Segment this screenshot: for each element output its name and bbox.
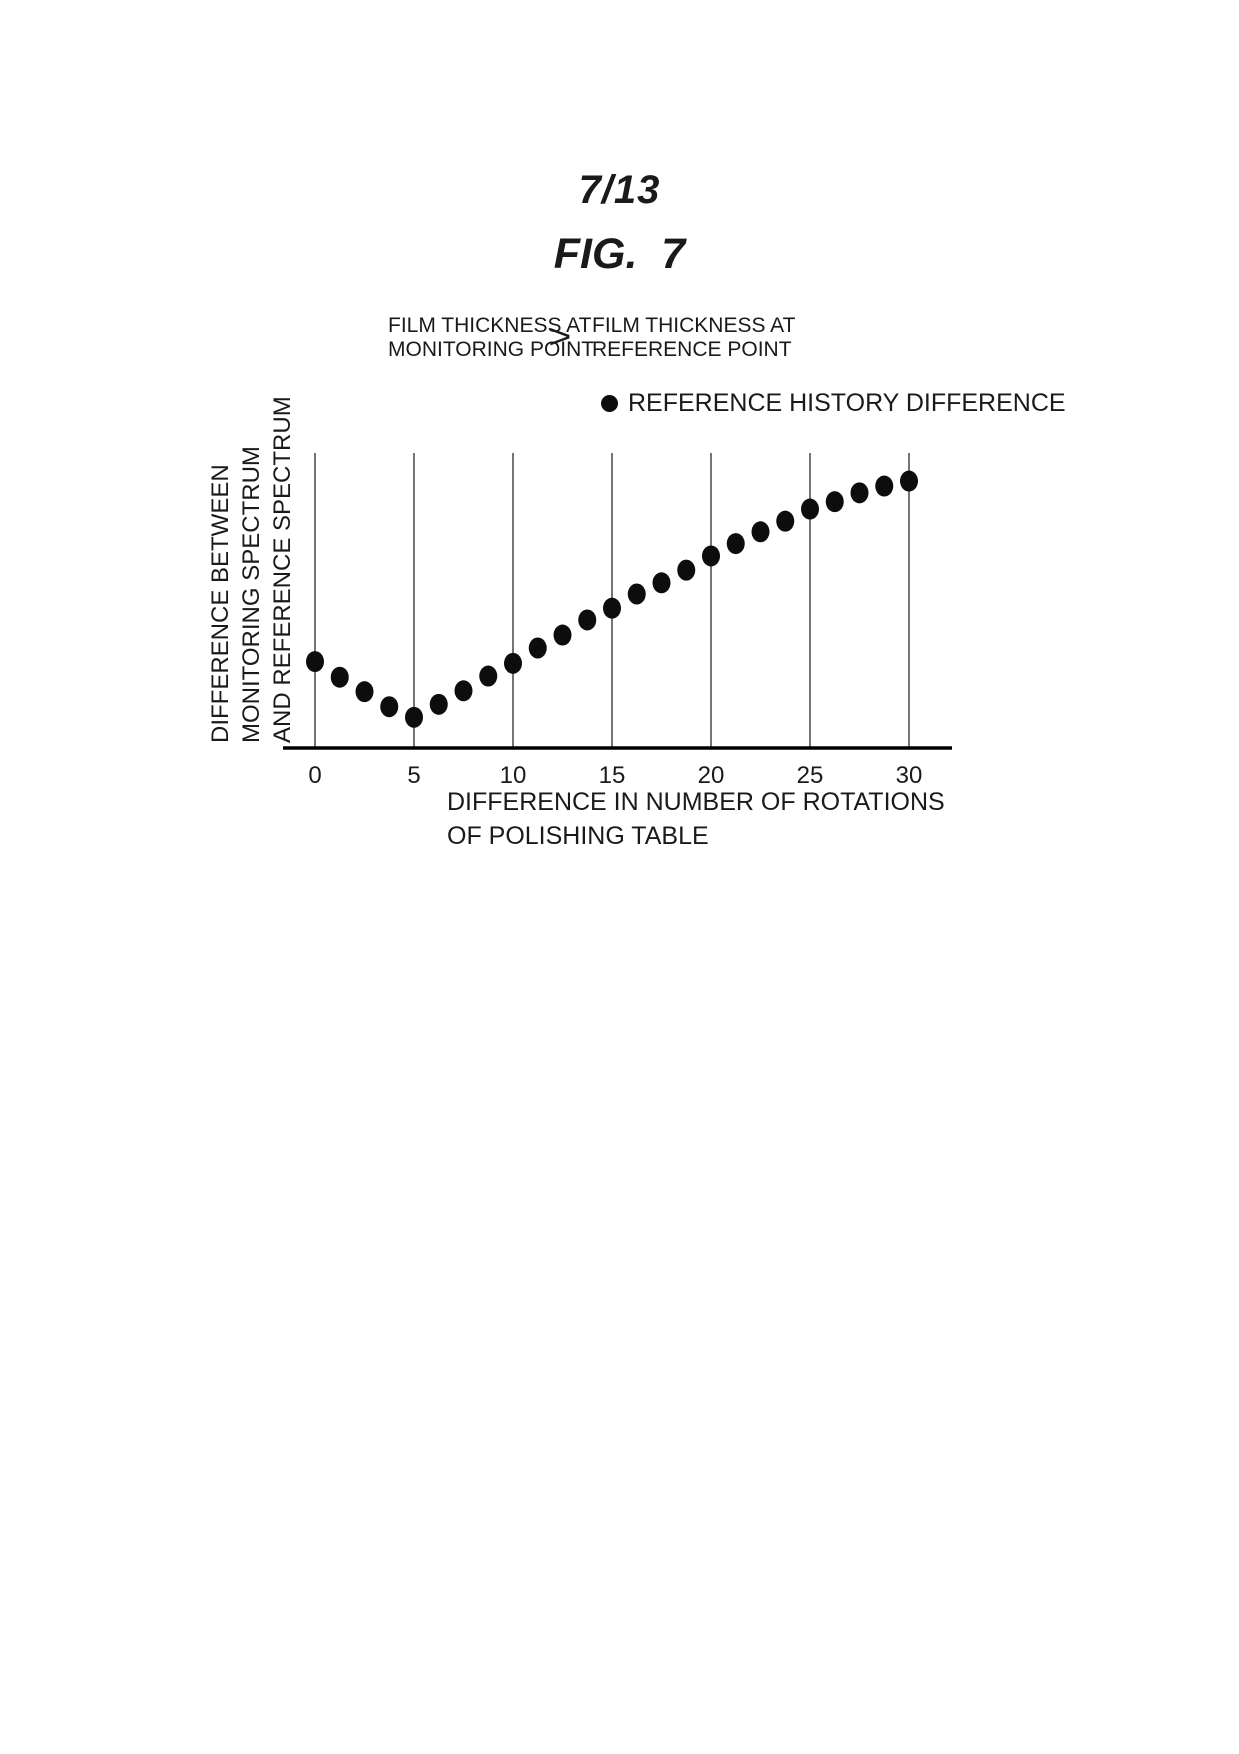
- chart-legend: REFERENCE HISTORY DIFFERENCE: [601, 389, 1066, 418]
- data-point-9: [528, 637, 547, 659]
- data-point-2: [355, 681, 374, 703]
- data-point-24: [900, 470, 918, 492]
- data-point-16: [702, 545, 720, 567]
- x-tick-label-5: 5: [407, 762, 420, 789]
- data-point-11: [578, 609, 597, 631]
- condition-left-line1: FILM THICKNESS AT: [388, 314, 592, 337]
- y-axis-title-line1: DIFFERENCE BETWEEN: [207, 464, 234, 743]
- x-tick-label-25: 25: [797, 762, 824, 789]
- x-axis-title-line2: OF POLISHING TABLE: [447, 822, 709, 850]
- data-point-23: [875, 475, 894, 497]
- data-point-0: [306, 651, 324, 673]
- data-point-1: [330, 666, 349, 688]
- data-point-14: [652, 572, 671, 594]
- data-point-22: [850, 482, 869, 504]
- x-tick-label-30: 30: [896, 762, 923, 789]
- data-point-21: [825, 491, 844, 513]
- legend-dot-icon: [601, 395, 618, 412]
- data-point-10: [553, 624, 572, 646]
- data-point-15: [677, 559, 696, 581]
- scatter-plot: 0 5 10 15 20 25 30: [283, 453, 952, 789]
- legend-label: REFERENCE HISTORY DIFFERENCE: [628, 389, 1066, 417]
- data-point-12: [603, 597, 621, 619]
- x-tick-label-20: 20: [698, 762, 725, 789]
- data-point-8: [504, 652, 522, 674]
- sheet-number: 7/13: [578, 168, 661, 212]
- condition-right-operand: FILM THICKNESS AT REFERENCE POINT: [592, 314, 795, 362]
- x-tick-label-0: 0: [308, 762, 321, 789]
- data-point-17: [726, 533, 745, 555]
- data-point-7: [479, 665, 498, 687]
- x-tick-label-10: 10: [500, 762, 527, 789]
- data-point-4: [405, 706, 423, 728]
- data-point-18: [751, 521, 770, 543]
- condition-right-line2: REFERENCE POINT: [592, 338, 792, 361]
- data-point-13: [627, 583, 646, 605]
- data-point-5: [429, 693, 448, 715]
- condition-right-line1: FILM THICKNESS AT: [592, 314, 796, 337]
- x-tick-label-15: 15: [599, 762, 626, 789]
- data-point-3: [380, 696, 399, 718]
- x-axis-title-line1: DIFFERENCE IN NUMBER OF ROTATIONS: [447, 788, 945, 816]
- greater-than-symbol: >: [548, 318, 572, 356]
- data-point-20: [801, 498, 819, 520]
- x-axis-title: DIFFERENCE IN NUMBER OF ROTATIONS OF POL…: [447, 785, 945, 853]
- condition-left-operand: FILM THICKNESS AT MONITORING POINT: [388, 314, 594, 362]
- data-point-19: [776, 510, 795, 532]
- figure-title: FIG. 7: [553, 230, 686, 278]
- data-point-6: [454, 680, 473, 702]
- condition-left-line2: MONITORING POINT: [388, 338, 595, 361]
